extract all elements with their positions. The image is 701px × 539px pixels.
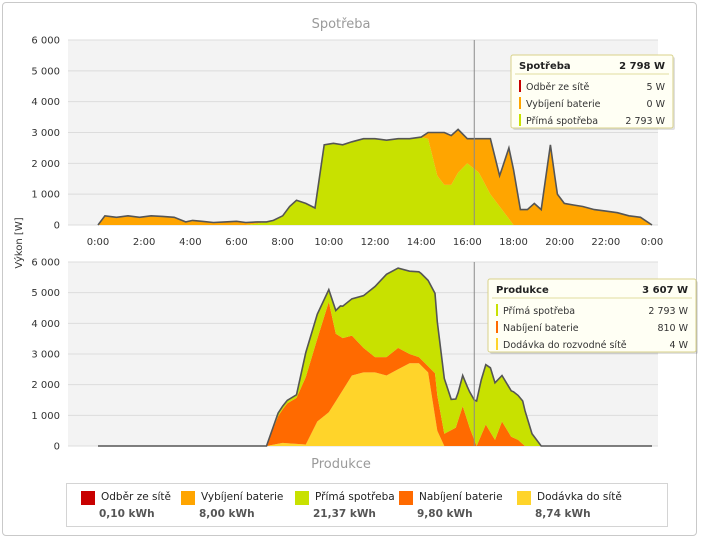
tooltip-row-value: 2 793 W: [625, 116, 665, 127]
y-tick-label: 1 000: [31, 411, 60, 422]
tooltip-row-value: 810 W: [657, 323, 688, 334]
x-tick-label: 0:00: [87, 237, 109, 248]
legend-value: 8,00 kWh: [199, 508, 255, 520]
x-tick-label: 4:00: [179, 237, 201, 248]
area-dodavka: [98, 363, 652, 446]
y-tick-label: 0: [54, 221, 60, 232]
tooltip: Spotřeba 2 798 W Odběr ze sítě 5 W Vybíjení …: [510, 54, 675, 130]
x-tick-label: 6:00: [225, 237, 247, 248]
tooltip-row-value: 4 W: [670, 340, 689, 351]
tooltip-row-value: 5 W: [647, 82, 666, 93]
y-tick-label: 2 000: [31, 380, 60, 391]
x-tick-label: 12:00: [361, 237, 390, 248]
tooltip-box: [510, 54, 674, 129]
legend-value: 0,10 kWh: [99, 508, 155, 520]
legend-value: 8,74 kWh: [535, 508, 591, 520]
tooltip-row-label: Vybíjení baterie: [526, 99, 601, 110]
area-prima: [98, 268, 652, 446]
legend-swatch: [399, 491, 413, 505]
legend-swatch: [295, 491, 309, 505]
legend-name: Nabíjení baterie: [419, 491, 503, 503]
x-tick-label: 0:00: [641, 237, 663, 248]
legend-name: Odběr ze sítě: [101, 491, 171, 503]
tooltip: Produkce 3 607 W Přímá spotřeba 2 793 W Nabí…: [487, 278, 698, 354]
y-axis-label: Výkon [W]: [13, 217, 25, 268]
y-tick-label: 1 000: [31, 190, 60, 201]
tooltip-marker: [519, 114, 521, 126]
tooltip-row-label: Dodávka do rozvodné sítě: [503, 340, 627, 351]
tooltip-row-value: 0 W: [647, 99, 666, 110]
area-prima: [98, 137, 652, 225]
tooltip-marker: [496, 321, 498, 333]
y-tick-label: 2 000: [31, 159, 60, 170]
legend-swatch: [181, 491, 195, 505]
x-tick-label: 18:00: [499, 237, 528, 248]
tooltip-total: 2 798 W: [619, 61, 665, 72]
legend-name: Vybíjení baterie: [201, 491, 284, 503]
tooltip-marker: [496, 338, 498, 350]
x-tick-label: 22:00: [591, 237, 620, 248]
y-tick-label: 0: [54, 442, 60, 453]
y-tick-label: 3 000: [31, 128, 60, 139]
legend-swatch: [517, 491, 531, 505]
x-tick-label: 8:00: [271, 237, 293, 248]
legend-value: 9,80 kWh: [417, 508, 473, 520]
plot-spotreba: 0 1 000 2 000 3 000 4 000 5 000 6 000 0:00 2:00 4…: [31, 36, 675, 248]
tooltip-title: Produkce: [496, 285, 549, 296]
tooltip-row-value: 2 793 W: [648, 306, 688, 317]
legend-value: 21,37 kWh: [313, 508, 376, 520]
tooltip-marker: [519, 97, 521, 109]
tooltip-title: Spotřeba: [519, 60, 571, 72]
x-tick-label: 10:00: [314, 237, 343, 248]
y-tick-label: 4 000: [31, 97, 60, 108]
y-tick-label: 5 000: [31, 66, 60, 77]
y-tick-label: 5 000: [31, 288, 60, 299]
y-tick-label: 6 000: [31, 36, 60, 47]
x-tick-label: 14:00: [407, 237, 436, 248]
chart-title-spotreba: Spotřeba: [312, 17, 371, 32]
legend-swatch: [81, 491, 95, 505]
plot-produkce: 0 1 000 2 000 3 000 4 000 5 000 6 000 Produkce 3…: [31, 258, 698, 453]
legend-name: Přímá spotřeba: [315, 491, 395, 503]
tooltip-row-label: Nabíjení baterie: [503, 323, 579, 334]
tooltip-box: [487, 278, 697, 353]
total-outline: [97, 128, 653, 226]
tooltip-marker: [496, 304, 498, 316]
chart-title-produkce: Produkce: [311, 457, 371, 472]
legend: Odběr ze sítě 0,10 kWh Vybíjení baterie 8,0…: [66, 483, 668, 527]
x-tick-label: 2:00: [133, 237, 155, 248]
tooltip-row-label: Přímá spotřeba: [503, 306, 575, 317]
legend-name: Dodávka do sítě: [537, 491, 622, 503]
y-tick-label: 3 000: [31, 350, 60, 361]
tooltip-total: 3 607 W: [642, 285, 688, 296]
y-tick-label: 6 000: [31, 258, 60, 269]
y-tick-label: 4 000: [31, 319, 60, 330]
tooltip-marker: [519, 80, 521, 92]
tooltip-row-label: Přímá spotřeba: [526, 116, 598, 127]
x-tick-label: 16:00: [453, 237, 482, 248]
total-outline: [98, 267, 652, 447]
area-vybijeni: [98, 129, 652, 225]
x-tick-label: 20:00: [545, 237, 574, 248]
tooltip-row-label: Odběr ze sítě: [526, 82, 589, 93]
